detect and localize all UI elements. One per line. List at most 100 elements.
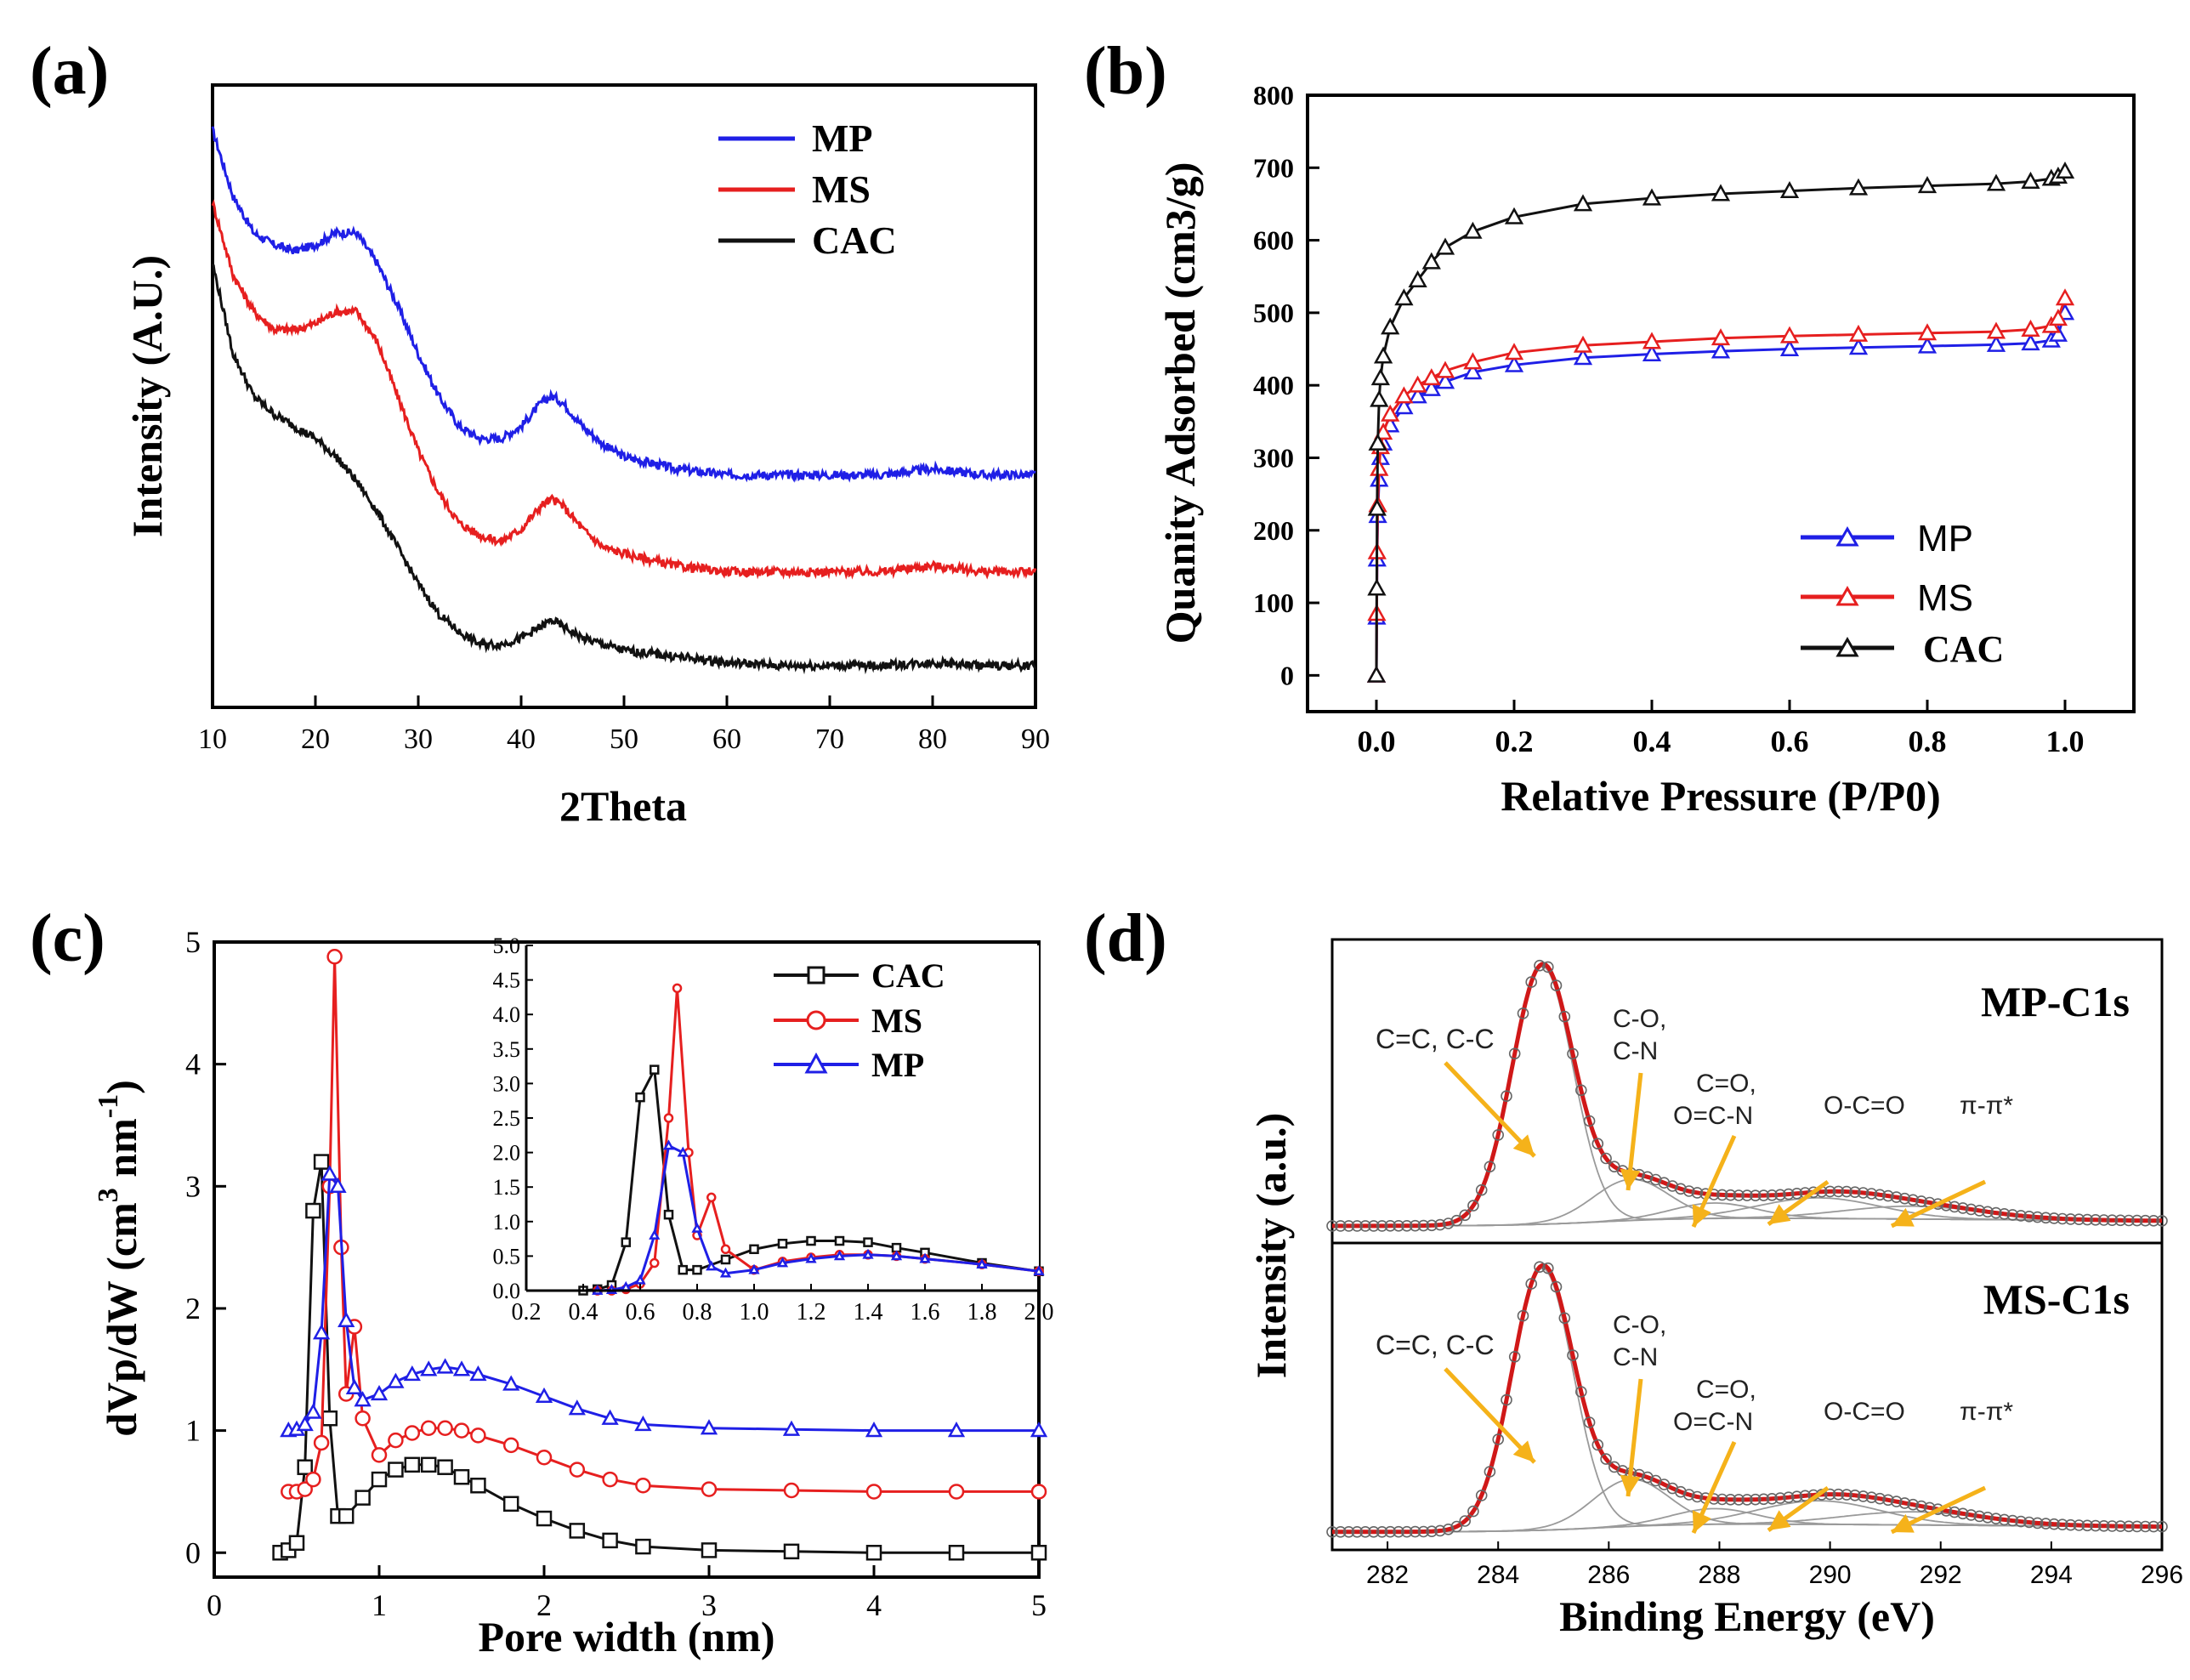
point-cac [288, 1535, 305, 1552]
panel-a-label: (a) [30, 34, 109, 109]
data-point [1865, 1491, 1878, 1503]
data-point [1335, 1220, 1347, 1232]
point-ms [1381, 404, 1400, 422]
panel-b: (b) 0.0 0.2 0.4 0.6 0.8 1.0 0 100 200 300 400 500 6… [1084, 34, 2136, 820]
x-tick-label: 284 [1477, 1561, 1519, 1589]
data-point [1517, 1309, 1529, 1322]
point-ms [305, 1471, 321, 1488]
point-ms [313, 1434, 330, 1451]
point-mp [1848, 338, 1869, 355]
inset-y-tick-label: 3.5 [493, 1037, 521, 1062]
annotation-arrowhead [1892, 1513, 1915, 1533]
data-point [1376, 1526, 1388, 1538]
point-mp [700, 1419, 718, 1435]
y-tick-label: 100 [1253, 587, 1294, 618]
inset-point-mp [719, 1267, 732, 1278]
data-point [1799, 1490, 1812, 1502]
data-point [1525, 976, 1537, 988]
inset-y-tick-label: 2.5 [493, 1106, 521, 1131]
inset-point-mp [833, 1250, 846, 1261]
x-tick-label: 0.4 [1633, 724, 1671, 758]
panel-c-x-axis-label: Pore width (nm) [478, 1613, 774, 1660]
data-point [1442, 1524, 1455, 1535]
data-point [1890, 1191, 1903, 1203]
data-point [1575, 1084, 1587, 1097]
point-cac [1394, 288, 1414, 306]
point-mp [1779, 338, 1800, 356]
inset-point-mp [862, 1248, 874, 1259]
annotation-label: O=C-N [1673, 1408, 1753, 1436]
panel-b-frame [1306, 94, 2136, 713]
panel-d-series [1326, 959, 2168, 1538]
legend-cac-label: CAC [1923, 628, 2004, 670]
point-mp [1642, 343, 1662, 361]
legend-mp-label: MP [1917, 518, 1973, 559]
data-point [1841, 1185, 1852, 1198]
data-point [1824, 1185, 1836, 1198]
panel-b-x-axis-label: Relative Pressure (P/P0) [1501, 772, 1940, 820]
legend-mp-marker [804, 1052, 828, 1074]
data-point [1467, 1200, 1479, 1212]
data-point [1691, 1490, 1704, 1503]
point-cac [404, 1456, 421, 1473]
data-point [1907, 1498, 1919, 1511]
annotation-label: C=O, [1696, 1376, 1756, 1404]
point-ms [1504, 343, 1524, 360]
panel-b-x-ticks: 0.0 0.2 0.4 0.6 0.8 1.0 [1358, 700, 2085, 758]
x-tick-label: 292 [1920, 1561, 1962, 1589]
data-point [1957, 1202, 1969, 1214]
point-mp [1986, 334, 2006, 352]
data-point [2057, 1518, 2068, 1530]
ylabel-main: dVp/dW (cm [98, 1202, 145, 1437]
panel-d-x-ticks: 282 284 286 288 290 292 294 296 [1366, 1541, 2183, 1589]
point-ms [388, 1432, 404, 1449]
legend-ms-label: MS [1917, 577, 1973, 619]
data-point [1957, 1507, 1969, 1520]
point-mp [304, 1403, 322, 1419]
data-point [1965, 1203, 1977, 1216]
data-point [1591, 1439, 1604, 1451]
annotation-arrowhead [1620, 1168, 1641, 1190]
point-cac [437, 1459, 453, 1475]
data-point [1501, 1393, 1512, 1406]
point-mp [338, 1311, 355, 1327]
x-tick-label: 288 [1698, 1561, 1740, 1589]
point-cac [1367, 498, 1387, 516]
point-cac [635, 1538, 651, 1555]
data-point [2123, 1214, 2135, 1227]
point-mp [865, 1422, 883, 1438]
legend-mp-label: MP [871, 1046, 924, 1084]
data-point [2081, 1519, 2093, 1532]
data-point [1384, 1220, 1397, 1232]
panel-a: (a) 10 20 30 40 50 60 70 80 90 2Theta Intensity … [30, 34, 1050, 830]
y-tick-label: 4 [185, 1047, 201, 1081]
inset-point-ms [672, 983, 683, 994]
y-tick-label: 700 [1253, 152, 1294, 183]
data-point [1534, 959, 1546, 972]
legend-cac-marker [807, 966, 826, 985]
y-tick-label: 800 [1253, 80, 1294, 111]
data-point [2106, 1520, 2119, 1532]
point-cac [502, 1496, 519, 1513]
x-tick-label: 294 [2030, 1561, 2073, 1589]
data-point [2015, 1210, 2027, 1222]
point-cac [338, 1507, 355, 1524]
legend-ms-marker [1835, 586, 1859, 606]
x-tick-label: 60 [712, 724, 741, 755]
data-point [1342, 1526, 1355, 1538]
y-tick-label: 0 [1280, 660, 1294, 690]
data-point [1393, 1525, 1404, 1538]
panel-b-label: (b) [1084, 34, 1167, 109]
inset-point-cac [678, 1264, 688, 1275]
data-point [1475, 1490, 1488, 1501]
annotation-arrowhead [1620, 1474, 1641, 1496]
x-tick-label: 3 [701, 1588, 717, 1622]
annotation-label: C=C, C-C [1376, 1024, 1495, 1054]
data-point [1508, 1351, 1521, 1363]
inset-x-tick-label: 1.0 [740, 1299, 769, 1325]
data-point [2106, 1214, 2119, 1226]
data-point [1849, 1490, 1861, 1501]
data-point [1915, 1500, 1927, 1513]
data-point [1434, 1524, 1446, 1537]
data-point [1492, 1129, 1504, 1141]
